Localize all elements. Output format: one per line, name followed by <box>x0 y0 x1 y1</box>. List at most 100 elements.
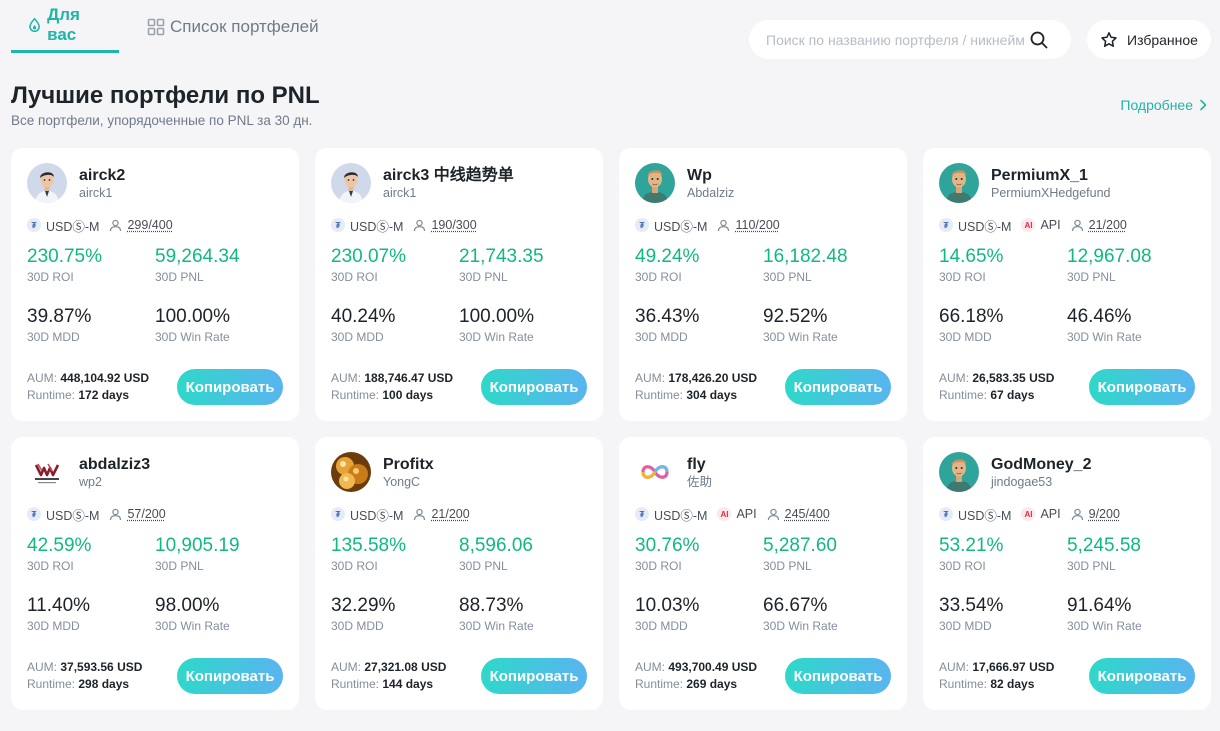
aum-row: AUM: 493,700.49 USD <box>635 659 757 676</box>
runtime-value: 269 days <box>686 677 738 691</box>
win-rate-label: 30D Win Rate <box>155 330 230 344</box>
runtime-row: Runtime: 298 days <box>27 676 142 693</box>
capacity-tag[interactable]: 245/400 <box>767 507 830 521</box>
runtime-label: Runtime: <box>635 388 684 402</box>
mdd-label: 30D MDD <box>331 330 384 344</box>
capacity-tag[interactable]: 57/200 <box>109 507 166 521</box>
card-tags: ₮ USDⓈ-M 299/400 <box>27 217 283 234</box>
capacity-tag[interactable]: 110/200 <box>717 218 780 232</box>
portfolio-card[interactable]: airck3 中线趋势单 airck1 ₮ USDⓈ-M 190/300 230… <box>315 148 603 421</box>
runtime-row: Runtime: 144 days <box>331 676 446 693</box>
win-rate-value: 66.67% <box>763 595 828 616</box>
card-header: fly 佐助 <box>635 452 891 492</box>
card-tags: ₮ USDⓈ-M 190/300 <box>331 217 587 234</box>
aum-value: 26,583.35 USD <box>972 371 1055 385</box>
roi-value: 230.07% <box>331 246 407 267</box>
top-tabs: Для вас Список портфелей <box>11 0 335 53</box>
portfolio-card[interactable]: PermiumX_1 PermiumXHedgefund ₮ USDⓈ-M AI… <box>923 148 1211 421</box>
aum-value: 493,700.49 USD <box>668 660 758 674</box>
pnl-label: 30D PNL <box>763 270 812 284</box>
mdd-stat: 39.87% 30D MDD <box>27 305 155 365</box>
card-footer: AUM: 493,700.49 USD Runtime: 269 days <box>635 659 757 693</box>
futures-icon: ₮ <box>635 507 649 521</box>
copy-button[interactable]: Копировать <box>1089 369 1195 405</box>
portfolio-card[interactable]: airck2 airck1 ₮ USDⓈ-M 299/400 230.75% 3… <box>11 148 299 421</box>
search-input[interactable] <box>766 31 1024 48</box>
avatar[interactable] <box>939 163 979 203</box>
card-footer: AUM: 448,104.92 USD Runtime: 172 days <box>27 370 149 404</box>
win-rate-label: 30D Win Rate <box>459 619 534 633</box>
mdd-label: 30D MDD <box>635 330 688 344</box>
runtime-row: Runtime: 269 days <box>635 676 757 693</box>
roi-stat: 42.59% 30D ROI <box>27 534 155 594</box>
portfolio-card[interactable]: Wp Abdalziz ₮ USDⓈ-M 110/200 49.24% 30D … <box>619 148 907 421</box>
api-tag: AI API <box>717 507 757 521</box>
api-tag: AI API <box>1021 218 1061 232</box>
more-link[interactable]: Подробнее <box>1120 97 1207 113</box>
portfolio-name[interactable]: abdalziz3 <box>79 455 151 473</box>
tab-portfolio-list[interactable]: Список портфелей <box>133 0 335 53</box>
more-link-label: Подробнее <box>1120 97 1193 113</box>
tab-for-you[interactable]: Для вас <box>11 0 119 53</box>
portfolio-card[interactable]: Profitx YongC ₮ USDⓈ-M 21/200 135.58% 30… <box>315 437 603 710</box>
avatar[interactable] <box>27 452 67 492</box>
portfolio-name[interactable]: fly <box>687 455 706 473</box>
avatar[interactable] <box>331 452 371 492</box>
portfolio-nickname: Abdalziz <box>687 185 735 200</box>
aum-row: AUM: 27,321.08 USD <box>331 659 446 676</box>
cartoon-avatar <box>939 452 979 492</box>
copy-button[interactable]: Копировать <box>785 658 891 694</box>
mdd-value: 32.29% <box>331 595 396 616</box>
copy-button[interactable]: Копировать <box>481 658 587 694</box>
capacity-tag[interactable]: 21/200 <box>1071 218 1127 232</box>
portfolio-card[interactable]: GodMoney_2 jindogae53 ₮ USDⓈ-M AI API 9/… <box>923 437 1211 710</box>
aum-label: AUM: <box>635 371 665 385</box>
portfolio-name[interactable]: GodMoney_2 <box>991 455 1092 473</box>
copy-button[interactable]: Копировать <box>481 369 587 405</box>
portfolio-card[interactable]: abdalziz3 wp2 ₮ USDⓈ-M 57/200 42.59% 30D… <box>11 437 299 710</box>
capacity-tag[interactable]: 299/400 <box>109 218 173 232</box>
win-rate-value: 46.46% <box>1067 306 1132 327</box>
card-names: abdalziz3 wp2 <box>79 455 150 490</box>
portfolio-name[interactable]: airck3 中线趋势单 <box>383 166 514 184</box>
portfolio-name[interactable]: Wp <box>687 166 712 184</box>
win-rate-value: 92.52% <box>763 306 828 327</box>
aum-row: AUM: 37,593.56 USD <box>27 659 142 676</box>
capacity-tag[interactable]: 190/300 <box>413 218 477 232</box>
win-rate-label: 30D Win Rate <box>763 619 838 633</box>
aum-label: AUM: <box>939 660 969 674</box>
win-rate-value: 98.00% <box>155 595 220 616</box>
card-stats: 53.21% 30D ROI 5,245.58 30D PNL 33.54% 3… <box>939 534 1195 654</box>
aum-label: AUM: <box>27 660 57 674</box>
avatar[interactable] <box>331 163 371 203</box>
user-icon <box>1071 219 1083 231</box>
avatar[interactable] <box>939 452 979 492</box>
pnl-value: 5,245.58 <box>1067 535 1141 556</box>
copy-button[interactable]: Копировать <box>177 369 283 405</box>
favorites-button[interactable]: Избранное <box>1087 20 1211 59</box>
copy-button[interactable]: Копировать <box>1089 658 1195 694</box>
usdm-tag: ₮ USDⓈ-M <box>635 505 707 524</box>
capacity-tag[interactable]: 21/200 <box>413 507 470 521</box>
portfolio-name[interactable]: airck2 <box>79 166 126 184</box>
runtime-value: 100 days <box>382 388 434 402</box>
search-icon[interactable] <box>1030 31 1048 49</box>
aum-value: 448,104.92 USD <box>60 371 150 385</box>
portfolio-card[interactable]: fly 佐助 ₮ USDⓈ-M AI API 245/400 30.76% 30… <box>619 437 907 710</box>
win-rate-stat: 100.00% 30D Win Rate <box>459 305 587 365</box>
mdd-value: 11.40% <box>27 595 91 616</box>
copy-button[interactable]: Копировать <box>177 658 283 694</box>
avatar[interactable] <box>27 163 67 203</box>
copy-button[interactable]: Копировать <box>785 369 891 405</box>
avatar[interactable] <box>635 163 675 203</box>
portfolio-name[interactable]: Profitx <box>383 455 434 473</box>
mdd-value: 36.43% <box>635 306 700 327</box>
mdd-stat: 36.43% 30D MDD <box>635 305 763 365</box>
capacity-tag[interactable]: 9/200 <box>1071 507 1120 521</box>
avatar[interactable] <box>635 452 675 492</box>
portfolio-name[interactable]: PermiumX_1 <box>991 166 1088 184</box>
aum-value: 37,593.56 USD <box>60 660 143 674</box>
roi-stat: 14.65% 30D ROI <box>939 245 1067 305</box>
runtime-row: Runtime: 100 days <box>331 387 453 404</box>
capacity-value: 190/300 <box>431 218 477 232</box>
